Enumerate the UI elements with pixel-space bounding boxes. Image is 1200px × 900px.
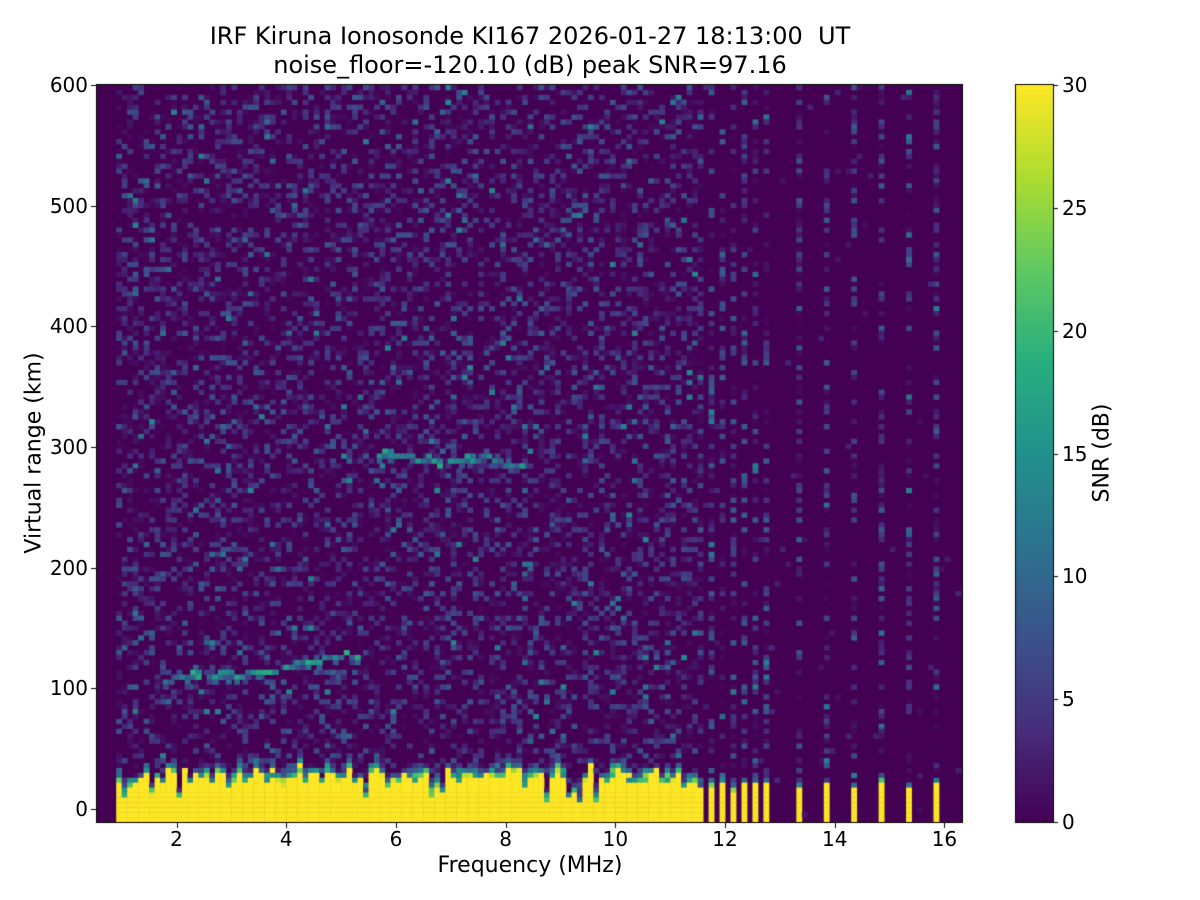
plot-title-line2: noise_floor=-120.10 (dB) peak SNR=97.16 <box>273 51 787 79</box>
x-tick-label: 8 <box>499 827 512 851</box>
colorbar-label: SNR (dB) <box>1089 403 1115 503</box>
colorbar-tick-label: 0 <box>1062 810 1075 834</box>
colorbar-tick-label: 25 <box>1062 195 1088 220</box>
y-tick-label: 400 <box>49 314 88 339</box>
x-tick-label: 12 <box>712 827 738 851</box>
x-tick-label: 16 <box>931 827 958 851</box>
x-tick-label: 4 <box>279 827 293 851</box>
y-tick-label: 500 <box>49 193 88 218</box>
x-tick-label: 6 <box>389 827 403 851</box>
plot-title-line1: IRF Kiruna Ionosonde KI167 2026-01-27 18… <box>209 22 851 50</box>
x-tick-label: 10 <box>602 827 629 851</box>
x-tick-label: 2 <box>170 827 183 851</box>
colorbar-tick-label: 5 <box>1062 687 1075 712</box>
y-tick-label: 600 <box>49 73 88 97</box>
y-tick-label: 100 <box>49 676 88 701</box>
x-axis-label: Frequency (MHz) <box>437 853 623 878</box>
colorbar-tick-label: 15 <box>1062 441 1088 466</box>
x-tick-label: 14 <box>822 827 848 851</box>
colorbar-tick-label: 30 <box>1062 73 1088 97</box>
y-tick-label: 0 <box>75 796 88 821</box>
colorbar-tick-label: 10 <box>1062 564 1088 589</box>
y-tick-label: 200 <box>49 555 88 580</box>
colorbar-tick-label: 20 <box>1062 318 1088 343</box>
y-tick-label: 300 <box>49 434 88 459</box>
